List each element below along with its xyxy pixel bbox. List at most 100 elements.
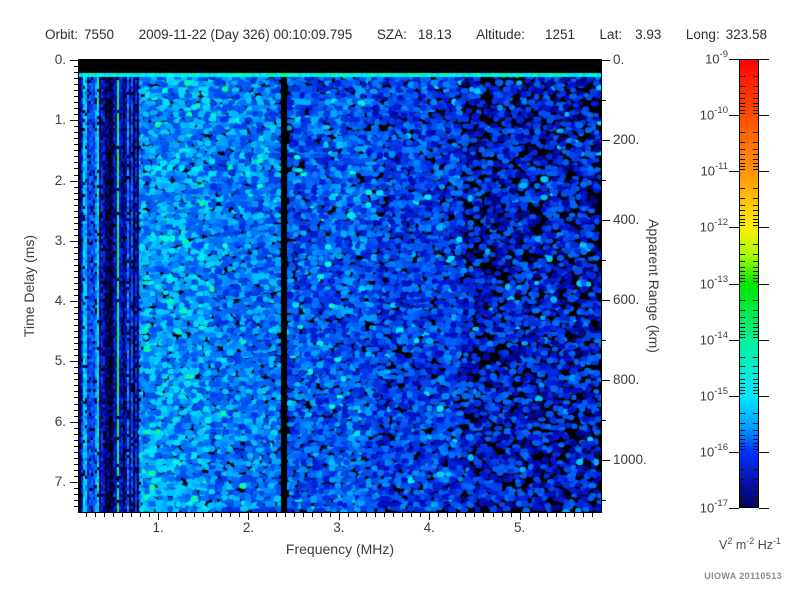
colorbar-minor-tick-left bbox=[740, 98, 745, 100]
colorbar-minor-tick-right bbox=[753, 337, 758, 339]
colorbar-minor-tick-right bbox=[753, 218, 758, 220]
colorbar-minor-tick-right bbox=[753, 422, 758, 424]
colorbar-minor-tick-left bbox=[740, 449, 745, 451]
colorbar-minor-tick-right bbox=[753, 356, 758, 358]
y-axis-minor-tick bbox=[74, 174, 78, 176]
y2-axis-tick-label: 600. bbox=[613, 292, 640, 307]
colorbar-minor-tick-right bbox=[753, 278, 758, 280]
y-axis-minor-tick bbox=[74, 493, 78, 495]
y2-axis-minor-tick bbox=[602, 260, 606, 261]
x-axis-minor-tick bbox=[356, 513, 358, 517]
colorbar-minor-tick-left bbox=[740, 317, 745, 319]
y-axis-minor-tick bbox=[74, 385, 78, 387]
colorbar-minor-tick-right bbox=[753, 330, 758, 332]
colorbar-minor-tick-right bbox=[753, 221, 758, 223]
y-axis-minor-tick bbox=[74, 228, 78, 230]
y-axis-tick-label: 5. bbox=[54, 353, 66, 369]
colorbar-minor-tick-right bbox=[753, 495, 758, 497]
y-axis-minor-tick bbox=[74, 427, 78, 429]
colorbar-minor-tick-left bbox=[740, 132, 745, 134]
colorbar-minor-tick-left bbox=[740, 261, 745, 263]
colorbar-minor-tick-left bbox=[740, 330, 745, 332]
colorbar-minor-tick-left bbox=[740, 422, 745, 424]
y-axis-minor-tick bbox=[74, 282, 78, 284]
colorbar-major-tick-right bbox=[759, 59, 769, 60]
colorbar-major-tick-left bbox=[729, 171, 739, 173]
colorbar-minor-tick-left bbox=[740, 366, 745, 368]
colorbar-minor-tick-left bbox=[740, 214, 745, 216]
x-axis-minor-tick bbox=[555, 513, 557, 517]
lat-field: Lat: 3.93 bbox=[600, 27, 662, 42]
colorbar-minor-tick-left bbox=[740, 495, 745, 497]
altitude-value: 1251 bbox=[544, 27, 575, 42]
x-axis-minor-tick bbox=[591, 513, 593, 517]
colorbar-tick-label: 10-13 bbox=[699, 273, 728, 291]
colorbar-minor-tick-left bbox=[740, 141, 745, 143]
colorbar-minor-tick-left bbox=[740, 75, 745, 77]
y-axis-minor-tick bbox=[74, 222, 78, 224]
lat-value: 3.93 bbox=[635, 27, 662, 42]
y-axis-minor-tick bbox=[74, 289, 78, 290]
colorbar-major-tick-left bbox=[729, 395, 739, 397]
datetime-field: 2009-11-22 (Day 326) 00:10:09.795 bbox=[139, 27, 353, 42]
x-axis-minor-tick bbox=[230, 513, 232, 517]
y2-axis-tick bbox=[602, 60, 610, 61]
x-axis-minor-tick bbox=[293, 513, 295, 517]
colorbar-minor-tick-right bbox=[753, 468, 758, 470]
y-axis-minor-tick bbox=[74, 403, 78, 405]
colorbar-minor-tick-right bbox=[753, 499, 758, 501]
y-axis-minor-tick bbox=[74, 391, 78, 393]
colorbar-minor-tick-left bbox=[740, 92, 745, 94]
y-axis-minor-tick bbox=[74, 469, 78, 471]
y-axis-minor-tick bbox=[74, 132, 78, 134]
colorbar-minor-tick-right bbox=[753, 141, 758, 143]
y-axis-minor-tick bbox=[74, 355, 78, 357]
colorbar-major-tick-right bbox=[759, 171, 769, 173]
x-axis-minor-tick bbox=[239, 513, 241, 517]
sza-label: SZA: bbox=[376, 27, 407, 42]
colorbar-minor-tick-left bbox=[740, 322, 745, 324]
colorbar-minor-tick-left bbox=[740, 109, 745, 111]
colorbar-major-tick-right bbox=[759, 283, 769, 285]
y-axis-minor-tick bbox=[74, 192, 78, 194]
x-axis-minor-tick bbox=[121, 513, 123, 517]
x-axis-minor-tick bbox=[176, 513, 178, 517]
colorbar-minor-tick-right bbox=[753, 109, 758, 111]
colorbar-minor-tick-left bbox=[740, 148, 745, 150]
y-axis-minor-tick bbox=[74, 463, 78, 465]
colorbar-minor-tick-left bbox=[740, 271, 745, 273]
altitude-field: Altitude: 1251 bbox=[476, 27, 575, 42]
y-axis-minor-tick bbox=[74, 138, 78, 140]
y-axis-label: Time Delay (ms) bbox=[21, 234, 37, 338]
x-axis-minor-tick bbox=[456, 513, 458, 517]
colorbar-minor-tick-right bbox=[753, 158, 758, 160]
colorbar-major-tick-left bbox=[729, 283, 739, 285]
colorbar-minor-tick-left bbox=[740, 387, 745, 389]
y2-axis-tick-label: 1000. bbox=[613, 452, 647, 467]
x-axis-minor-tick bbox=[329, 513, 331, 517]
y-axis-minor-tick bbox=[74, 66, 78, 68]
colorbar-minor-tick-right bbox=[753, 434, 758, 436]
colorbar-tick-label: 10-9 bbox=[705, 49, 728, 67]
y-axis-minor-tick bbox=[74, 343, 78, 345]
y-axis-minor-tick bbox=[74, 156, 78, 158]
colorbar-minor-tick-left bbox=[740, 412, 745, 414]
x-axis-minor-tick bbox=[302, 513, 304, 517]
y-axis-minor-tick bbox=[74, 295, 78, 297]
colorbar-minor-tick-right bbox=[753, 300, 758, 302]
y-axis-minor-tick bbox=[74, 457, 78, 459]
colorbar-minor-tick-right bbox=[753, 98, 758, 100]
colorbar-minor-tick-right bbox=[753, 491, 758, 493]
colorbar-minor-tick-right bbox=[753, 449, 758, 451]
y2-axis-tick-label: 0. bbox=[613, 52, 625, 67]
colorbar-minor-tick-left bbox=[740, 112, 745, 114]
y-axis-minor-tick bbox=[74, 307, 78, 309]
x-axis-minor-tick bbox=[284, 513, 286, 517]
y2-axis-tick-label: 200. bbox=[613, 132, 640, 147]
colorbar-minor-tick-right bbox=[753, 271, 758, 273]
x-axis-minor-tick bbox=[465, 513, 467, 517]
x-axis-minor-tick bbox=[492, 513, 494, 517]
colorbar-minor-tick-left bbox=[740, 280, 745, 282]
x-axis-minor-tick bbox=[411, 513, 413, 517]
y-axis-minor-tick bbox=[74, 505, 78, 507]
